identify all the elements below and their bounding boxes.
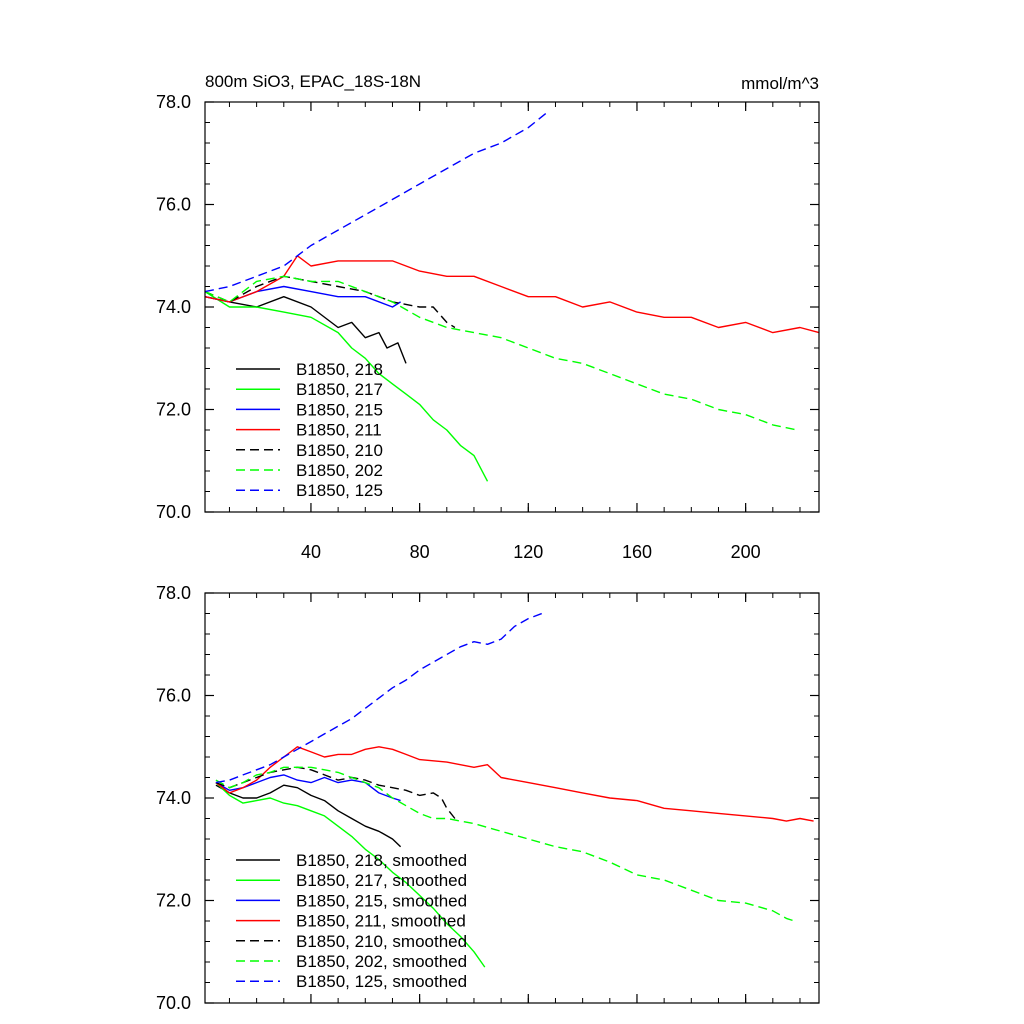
x-tick-label: 40 [301,542,321,562]
series-line-1-1 [204,296,407,364]
legend-label: B1850, 215 [296,400,383,419]
legend-label: B1850, 217, smoothed [296,871,467,890]
legend-label: B1850, 211 [296,421,382,440]
legend-label: B1850, 210, smoothed [296,932,467,951]
x-tick-label: 120 [513,542,543,562]
legend-label: B1850, 211, smoothed [296,912,466,931]
legend-label: B1850, 202 [296,461,383,480]
legend-label: B1850, 218 [296,360,383,379]
legend-label: B1850, 125 [296,481,383,500]
panel-1: 70.0 72.0 74.0 76.0 78.0 40 80 120 160 200 800m Si… [156,72,820,562]
units-label: mmol/m^3 [741,74,819,93]
series-line-2-6 [215,766,795,922]
y-tick-label: 78.0 [156,583,191,603]
y-tick-label: 78.0 [156,92,191,112]
series-line-1-6 [204,275,798,431]
legend-label: B1850, 125, smoothed [296,972,467,991]
x-tick-label: 160 [622,542,652,562]
series-line-2-4 [215,746,814,822]
series-line-1-5 [204,275,456,329]
series-line-2-5 [215,766,456,819]
legend-label: B1850, 202, smoothed [296,952,467,971]
chart-title: 800m SiO3, EPAC_18S-18N [205,72,421,91]
series-line-1-4 [204,255,820,334]
y-tick-label: 72.0 [156,400,191,420]
panel-2: 70.0 72.0 74.0 76.0 78.0 B1850, 218, smoothed… [156,583,820,1013]
y-tick-label: 74.0 [156,297,191,317]
x-tick-label: 80 [410,542,430,562]
series-line-2-1 [215,784,402,848]
legend-label: B1850, 210 [296,441,383,460]
y-tick-label: 72.0 [156,891,191,911]
series-line-1-7 [204,111,548,293]
series-line-2-3 [215,774,401,802]
series-line-1-2 [204,291,489,482]
y-tick-label: 76.0 [156,195,191,215]
y-tick-label: 70.0 [156,993,191,1013]
x-tick-label: 200 [731,542,761,562]
series-line-2-2 [215,782,486,968]
y-tick-label: 70.0 [156,502,191,522]
legend-label: B1850, 218, smoothed [296,851,467,870]
y-tick-label: 76.0 [156,686,191,706]
legend-label: B1850, 215, smoothed [296,891,467,910]
legend-label: B1850, 217 [296,380,383,399]
series-line-2-7 [215,612,543,784]
y-tick-label: 74.0 [156,788,191,808]
